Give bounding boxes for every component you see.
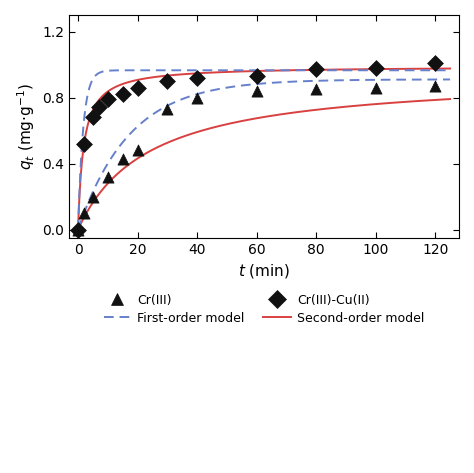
Point (164, 77, 171, 85)
Point (134, 84, 141, 91)
Point (95, 104, 103, 111)
Point (312, 66, 320, 73)
Point (253, 72, 260, 80)
Point (164, 105, 171, 113)
Point (74, 226, 82, 233)
Point (312, 86, 320, 93)
Point (119, 155, 127, 162)
Point (104, 96, 111, 103)
Point (431, 82, 439, 90)
Point (253, 87, 260, 95)
Point (193, 74, 201, 81)
Point (431, 59, 439, 67)
Point (74, 226, 82, 233)
Point (372, 84, 380, 91)
Point (193, 94, 201, 101)
X-axis label: $t$ (min): $t$ (min) (238, 262, 290, 280)
Point (89, 114, 97, 121)
Legend: Cr(III), First-order model, Cr(III)-Cu(II), Second-order model: Cr(III), First-order model, Cr(III)-Cu(I… (99, 289, 429, 330)
Point (80, 140, 88, 148)
Point (80, 209, 88, 217)
Y-axis label: $q_t$ (mg·g$^{-1}$): $q_t$ (mg·g$^{-1}$) (15, 83, 36, 170)
Point (119, 90, 127, 98)
Point (372, 64, 380, 71)
Point (89, 193, 97, 200)
Point (134, 147, 141, 154)
Point (104, 173, 111, 181)
